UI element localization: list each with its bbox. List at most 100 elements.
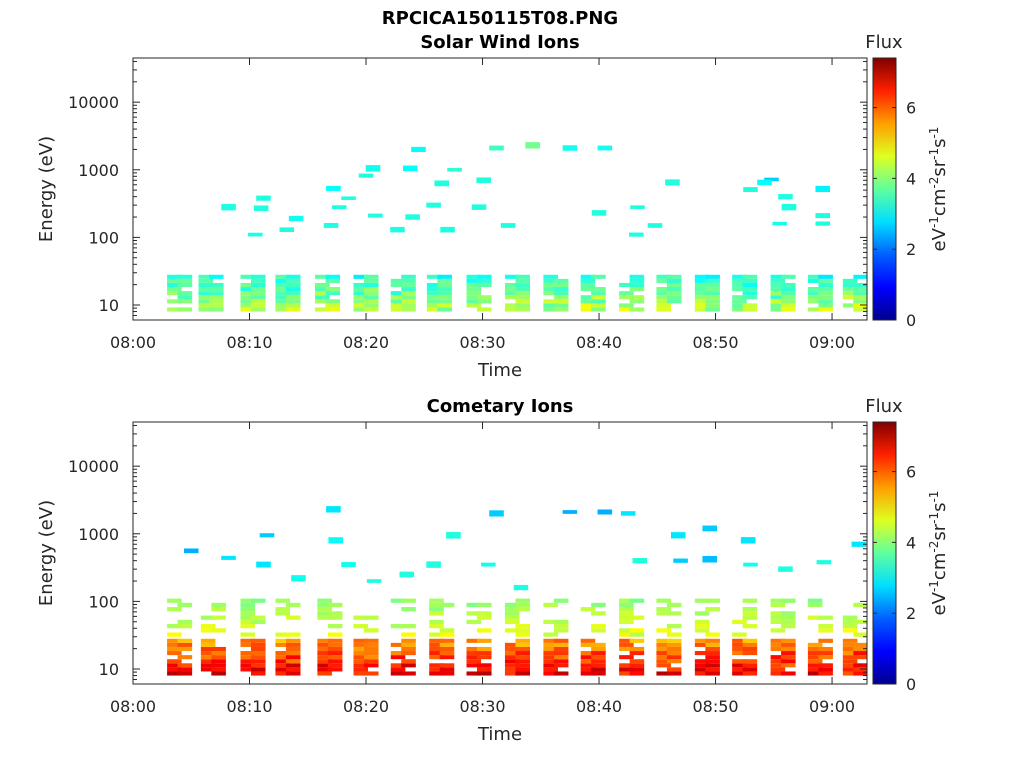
spectrogram-cell [211, 607, 226, 612]
spectrogram-cell [619, 638, 634, 643]
spectrogram-cell [778, 194, 793, 200]
spectrogram-cell [209, 291, 224, 296]
spectrogram-cell [732, 663, 747, 668]
spectrogram-cell [275, 307, 290, 312]
spectrogram-cell [694, 274, 710, 279]
spectrogram-cell [591, 659, 606, 664]
panel-title: Solar Wind Ions [420, 32, 579, 53]
spectrogram-cell [694, 611, 710, 616]
spectrogram-cell [177, 299, 193, 304]
spectrogram-cell [694, 667, 710, 672]
spectrogram-cell [167, 632, 182, 637]
spectrogram-cell [705, 667, 720, 672]
spectrogram-cell [591, 287, 606, 292]
spectrogram-cell [591, 655, 606, 660]
spectrogram-cell [353, 667, 369, 672]
spectrogram-cell [253, 205, 269, 211]
spectrogram-cell [580, 651, 596, 656]
spectrogram-cell [426, 202, 441, 208]
spectrogram-cell [543, 282, 558, 288]
spectrogram-cell [250, 274, 266, 279]
spectrogram-cell [401, 632, 416, 637]
spectrogram-cell [198, 274, 214, 279]
spectrogram-cell [200, 624, 216, 629]
spectrogram-cell [591, 628, 606, 633]
spectrogram-cell [656, 646, 671, 652]
spectrogram-cell [476, 628, 492, 633]
spectrogram-cell [353, 624, 369, 629]
spectrogram-cell [694, 663, 710, 668]
spectrogram-cell [167, 278, 182, 283]
spectrogram-cell [619, 615, 634, 620]
spectrogram-cell [853, 602, 867, 608]
spectrogram-cell [705, 307, 720, 312]
spectrogram-cell [285, 646, 301, 652]
spectrogram-cell [250, 655, 266, 660]
spectrogram-cell [439, 632, 455, 637]
spectrogram-cell [702, 555, 717, 563]
spectrogram-cell [619, 282, 634, 288]
spectrogram-cell [476, 671, 492, 676]
spectrogram-cell [363, 282, 379, 288]
spectrogram-cell [666, 282, 682, 288]
spectrogram-cell [742, 667, 758, 672]
spectrogram-cell [666, 624, 682, 629]
spectrogram-cell [815, 221, 831, 226]
spectrogram-cell [781, 651, 796, 656]
spectrogram-cell [504, 646, 520, 652]
spectrogram-cell [285, 663, 301, 668]
spectrogram-cell [770, 274, 786, 279]
spectrogram-cell [818, 651, 833, 656]
spectrogram-cell [807, 671, 823, 676]
spectrogram-cell [390, 307, 406, 312]
spectrogram-cell [353, 638, 369, 643]
spectrogram-cell [619, 655, 634, 660]
spectrogram-cell [327, 655, 343, 660]
spectrogram-cell [358, 173, 374, 178]
spectrogram-cell [580, 278, 596, 283]
spectrogram-cell [466, 671, 482, 676]
spectrogram-cell [183, 548, 199, 554]
spectrogram-cell [211, 659, 226, 664]
y-tick-label: 1000 [78, 525, 119, 544]
spectrogram-cell [781, 274, 796, 279]
y-axis-label: Energy (eV) [36, 500, 57, 606]
spectrogram-cell [770, 642, 786, 647]
spectrogram-cell [250, 291, 266, 296]
spectrogram-cell [807, 651, 823, 656]
spectrogram-cell [742, 598, 758, 603]
spectrogram-cell [515, 642, 531, 647]
spectrogram-cell [553, 655, 569, 660]
spectrogram-cell [476, 282, 492, 288]
spectrogram-cell [285, 303, 301, 308]
spectrogram-cell [770, 303, 786, 308]
spectrogram-cell [842, 628, 858, 633]
x-tick-label: 08:40 [576, 333, 622, 352]
x-axis-label: Time [477, 724, 522, 745]
spectrogram-cell [353, 282, 369, 288]
spectrogram-cell [353, 274, 369, 279]
spectrogram-cell [515, 628, 531, 633]
spectrogram-cell [732, 632, 747, 637]
spectrogram-cell [705, 303, 720, 308]
spectrogram-cell [317, 646, 332, 652]
spectrogram-cell [620, 511, 636, 516]
x-tick-label: 08:00 [110, 333, 156, 352]
spectrogram-cell [732, 299, 747, 304]
spectrogram-cell [353, 671, 369, 676]
spectrogram-cell [770, 287, 786, 292]
spectrogram-cell [742, 642, 758, 647]
spectrogram-cell [403, 165, 418, 172]
spectrogram-cell [630, 205, 645, 209]
spectrogram-cell [476, 646, 492, 652]
spectrogram-cell [209, 303, 224, 308]
spectrogram-cell [525, 142, 540, 149]
spectrogram-cell [694, 659, 710, 664]
spectrogram-cell [781, 303, 796, 308]
spectrogram-cell [426, 303, 442, 308]
spectrogram-cell [742, 307, 758, 312]
solar-wind-panel: Solar Wind Ions 08:00 08:10 08:20 08:30 08:4… [36, 32, 950, 381]
spectrogram-cell [742, 624, 758, 629]
y-tick-label: 10000 [68, 457, 119, 476]
colorbar-ticks: 0 2 4 6 [873, 463, 916, 694]
